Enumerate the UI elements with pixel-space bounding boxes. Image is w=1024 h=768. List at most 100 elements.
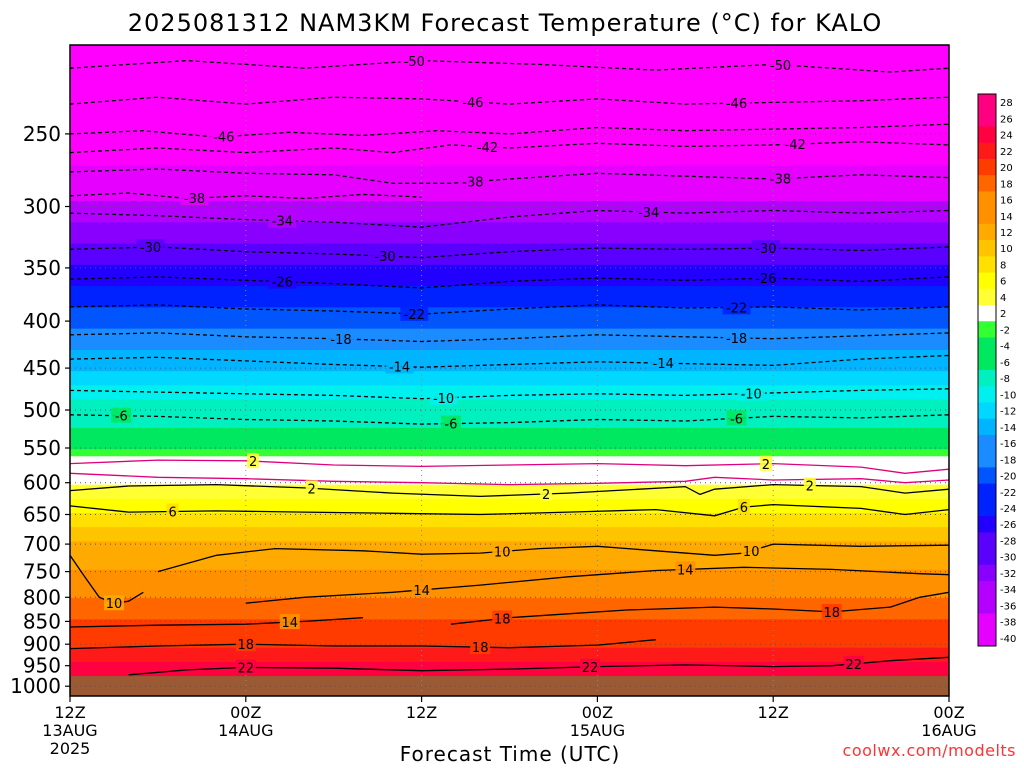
y-tick-label: 750 (23, 560, 61, 584)
temperature-band (70, 87, 949, 96)
temperature-band (70, 314, 949, 323)
colorbar-label: -16 (1000, 439, 1016, 450)
contour-label-backdrop (843, 655, 864, 671)
contour-label-backdrop (305, 480, 318, 496)
colorbar-label: -36 (1000, 601, 1016, 612)
y-tick-label: 350 (23, 256, 61, 280)
contour-label: 14 (413, 584, 430, 599)
temperature-band (70, 130, 949, 138)
contour-label-backdrop (821, 603, 842, 619)
temperature-band (70, 484, 949, 493)
contour-label: -38 (462, 176, 483, 191)
contour-label: 10 (494, 545, 511, 560)
x-tick-label: 00Z (230, 703, 261, 722)
temperature-band (70, 505, 949, 514)
contour-label: -30 (140, 241, 161, 256)
temperature-band (70, 123, 949, 131)
colorbar-swatch (978, 386, 996, 403)
temperature-band (70, 356, 949, 365)
temperature-band (70, 470, 949, 479)
y-tick-label: 550 (23, 436, 61, 460)
x-tick-label: 00Z (582, 703, 613, 722)
contour-label: 2 (249, 455, 257, 470)
contour-label: 10 (106, 597, 123, 612)
contour-label: -10 (741, 388, 762, 403)
colorbar-label: -30 (1000, 553, 1016, 564)
temperature-band (70, 208, 949, 216)
temperature-band (70, 364, 949, 372)
y-tick-label: 900 (23, 632, 61, 656)
contour-label: 18 (472, 641, 489, 656)
colorbar-label: 2 (1000, 309, 1006, 320)
colorbar-swatch (978, 288, 996, 306)
contour-line (70, 141, 949, 154)
contour-line (70, 59, 949, 73)
contour-line (70, 459, 949, 474)
colorbar-label: 4 (1000, 293, 1006, 304)
colorbar-swatch (978, 516, 996, 533)
contour-label-backdrop (726, 410, 747, 426)
contour-label: 2 (806, 480, 814, 495)
temperature-band (70, 463, 949, 472)
y-tick-label: 700 (23, 532, 61, 556)
temperature-band (70, 399, 949, 408)
colorbar-label: -34 (1000, 585, 1016, 596)
contour-label-backdrop (766, 170, 795, 186)
chart-title: 2025081312 NAM3KM Forecast Temperature (… (128, 9, 882, 37)
contour-label-backdrop (268, 212, 297, 228)
colorbar-swatch (978, 191, 996, 209)
contour-label: 22 (846, 658, 863, 673)
temperature-band (70, 420, 949, 429)
x-tick-label: 15AUG (570, 721, 625, 740)
temperature-band (70, 307, 949, 316)
colorbar-swatch (978, 418, 996, 436)
colorbar-swatch (978, 142, 996, 160)
temperature-band (70, 186, 949, 195)
contour-label: 6 (168, 506, 176, 521)
temperature-band (70, 477, 949, 486)
colorbar-swatch (978, 629, 996, 647)
colorbar-swatch (978, 207, 996, 225)
colorbar-label: -4 (1000, 342, 1010, 353)
colorbar-label: -20 (1000, 472, 1016, 483)
temperature-band (70, 654, 949, 663)
temperature-band (70, 151, 949, 160)
contour-label-backdrop (235, 636, 256, 652)
temperature-band (70, 512, 949, 521)
colorbar-label: 14 (1000, 212, 1013, 223)
contour-label: -14 (389, 361, 410, 376)
temperature-band (70, 278, 949, 287)
temperature-band (70, 520, 949, 528)
y-tick-label: 300 (23, 195, 61, 219)
contour-label-backdrop (440, 415, 461, 431)
contour-label-backdrop (327, 330, 355, 346)
temperature-band (70, 179, 949, 188)
contour-label-backdrop (247, 453, 260, 469)
contour-line (70, 472, 949, 486)
colorbar-label: -10 (1000, 390, 1016, 401)
contour-label: 18 (494, 613, 511, 628)
temperature-band (70, 165, 949, 174)
temperature-band (70, 264, 949, 273)
contour-label: -6 (115, 410, 128, 425)
contour-label: -46 (462, 96, 483, 111)
temperature-band (70, 456, 949, 464)
temperature-band (70, 378, 949, 386)
contour-label: -26 (755, 272, 776, 287)
colorbar-swatch (978, 240, 996, 257)
colorbar-frame (977, 93, 997, 647)
contour-label: -6 (730, 412, 743, 427)
temperature-band (70, 229, 949, 238)
x-tick-label: 00Z (933, 703, 964, 722)
colorbar-label: -22 (1000, 488, 1016, 499)
contour-line (70, 639, 657, 650)
contour-label-backdrop (470, 639, 491, 655)
colorbar-swatch (978, 548, 996, 566)
temperature-band (70, 626, 949, 635)
temperature-band (70, 158, 949, 167)
colorbar-swatch (978, 564, 996, 582)
colorbar-label: 22 (1000, 147, 1013, 158)
temperature-band (70, 222, 949, 230)
contour-label: -34 (272, 215, 293, 230)
